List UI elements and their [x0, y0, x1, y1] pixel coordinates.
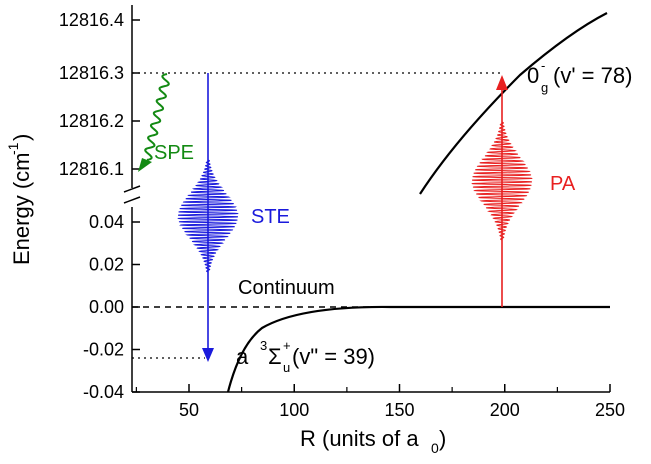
svg-text:-1: -1 [5, 142, 21, 155]
svg-text:Σ: Σ [268, 344, 282, 369]
svg-text:R (units of a: R (units of a [300, 426, 419, 451]
svg-text:): ) [439, 426, 446, 451]
label-ste: STE [251, 206, 290, 228]
label-pa: PA [550, 173, 576, 195]
svg-text:3: 3 [260, 338, 267, 353]
label-spe: SPE [154, 142, 194, 164]
svg-text:Energy (cm: Energy (cm [9, 153, 34, 265]
svg-text:): ) [9, 134, 34, 141]
y-tick-label: 12816.2 [59, 111, 124, 131]
svg-text:(v" = 39): (v" = 39) [292, 344, 375, 369]
y-tick-label: 0.00 [89, 297, 124, 317]
spe-arrowhead [138, 158, 152, 172]
axis-break-mark [123, 196, 141, 204]
svg-text:0: 0 [431, 440, 439, 456]
axis-break-mark [123, 185, 141, 193]
svg-text:u: u [283, 360, 290, 375]
svg-text:+: + [283, 338, 291, 353]
x-tick-label: 150 [384, 400, 414, 420]
x-tick-label: 200 [490, 400, 520, 420]
y-tick-label: 0.02 [89, 255, 124, 275]
pa-arrowhead [496, 75, 508, 90]
ste-arrowhead [202, 348, 214, 362]
axes-frame [123, 5, 610, 393]
svg-text:0: 0 [527, 63, 539, 88]
y-tick-label: 12816.4 [59, 10, 124, 30]
label-continuum: Continuum [238, 277, 335, 299]
y-ticks-bottom: 0.04 0.02 0.00 -0.02 -0.04 [83, 212, 140, 402]
x-tick-label: 100 [279, 400, 309, 420]
svg-text:-: - [541, 58, 545, 73]
ground-potential-curve [226, 305, 610, 393]
excited-potential-curve [419, 12, 608, 195]
svg-text:g: g [541, 80, 548, 95]
svg-text:(v' = 78): (v' = 78) [553, 63, 632, 88]
y-tick-label: -0.04 [83, 382, 124, 402]
svg-text:a: a [236, 344, 249, 369]
y-tick-label: 12816.3 [59, 63, 124, 83]
ste-wavepacket [177, 159, 239, 273]
y-tick-label: -0.02 [83, 340, 124, 360]
y-tick-label: 0.04 [89, 212, 124, 232]
y-tick-label: 12816.1 [59, 159, 124, 179]
x-tick-label: 250 [595, 400, 625, 420]
pa-wavepacket [471, 121, 533, 241]
label-ground-state: a 3 Σ + u (v" = 39) [236, 338, 375, 375]
y-axis-label: Energy (cm -1 ) [5, 134, 34, 265]
x-axis-label: R (units of a 0 ) [300, 426, 446, 456]
x-tick-label: 50 [179, 400, 199, 420]
spe-wavy-arrow [144, 73, 170, 161]
x-ticks: 50 100 150 200 250 [135, 384, 625, 420]
y-ticks-top: 12816.4 12816.3 12816.2 12816.1 [59, 10, 140, 179]
label-excited-state: 0 - g (v' = 78) [527, 58, 632, 95]
